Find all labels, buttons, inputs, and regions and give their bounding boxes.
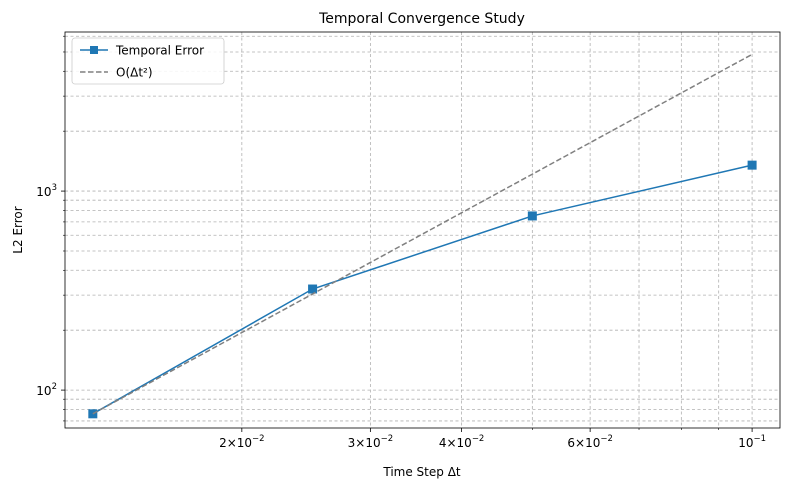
y-tick-base: 10: [36, 384, 51, 398]
data-point: [747, 160, 757, 170]
x-tick-times: ×: [575, 436, 585, 450]
x-tick-base: 10: [365, 436, 380, 450]
y-tick-label: 103: [36, 183, 57, 199]
x-tick-label: 2×10−2: [219, 434, 265, 450]
y-tick-exponent: 2: [52, 382, 57, 392]
series-layer: [88, 53, 757, 419]
legend-box: [71, 37, 225, 85]
x-tick-times: ×: [355, 436, 365, 450]
y-tick-exponent: 3: [52, 183, 57, 193]
x-tick-base: 10: [457, 436, 472, 450]
y-tick-base: 10: [36, 185, 51, 199]
legend-label-1: O(Δt²): [116, 66, 153, 80]
x-tick-mantissa: 2: [219, 436, 227, 450]
x-tick-exponent: −1: [753, 434, 766, 444]
legend-marker-0: [90, 46, 98, 54]
x-tick-times: ×: [446, 436, 456, 450]
data-point: [527, 211, 537, 221]
x-tick-mantissa: 6: [567, 436, 575, 450]
x-tick-exponent: −2: [472, 434, 485, 444]
plot-frame: [64, 31, 781, 429]
legend-label-0: Temporal Error: [115, 44, 204, 58]
x-tick-exponent: −2: [600, 434, 613, 444]
series-line-0: [92, 164, 753, 415]
x-axis-label: Time Step Δt: [382, 465, 461, 479]
legend: Temporal Error O(Δt²): [71, 37, 225, 85]
x-tick-base: 10: [738, 436, 753, 450]
x-tick-base: 10: [585, 436, 600, 450]
series-line-1: [92, 53, 753, 415]
chart-title: Temporal Convergence Study: [318, 11, 525, 27]
x-tick-exponent: −2: [252, 434, 265, 444]
y-axis-label: L2 Error: [11, 206, 25, 253]
x-tick-mantissa: 4: [439, 436, 447, 450]
x-tick-label: 4×10−2: [439, 434, 485, 450]
x-tick-label: 3×10−2: [348, 434, 394, 450]
x-tick-label: 6×10−2: [567, 434, 613, 450]
data-point: [308, 284, 318, 294]
x-tick-exponent: −2: [381, 434, 394, 444]
x-tick-mantissa: 3: [348, 436, 356, 450]
x-tick-label: 10−1: [738, 434, 766, 450]
y-tick-label: 102: [36, 382, 57, 398]
x-tick-base: 10: [237, 436, 252, 450]
x-tick-times: ×: [227, 436, 237, 450]
grid-layer: [65, 32, 780, 428]
